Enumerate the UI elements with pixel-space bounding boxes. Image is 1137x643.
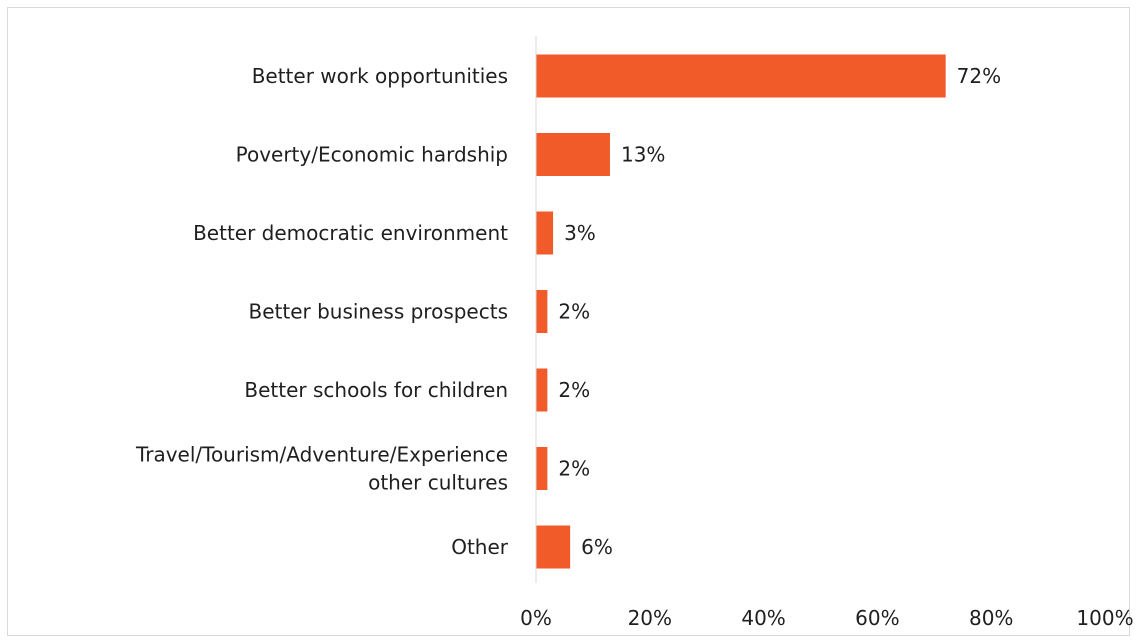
bar-5	[536, 447, 548, 490]
category-label-line: Other	[451, 535, 509, 559]
category-labels-layer: Better work opportunities Poverty/Economi…	[135, 64, 509, 559]
value-label-6: 6%	[581, 535, 613, 559]
bar-3	[536, 290, 548, 333]
category-label-4: Better schools for children	[244, 378, 508, 402]
bar-1	[536, 133, 610, 176]
bar-6	[536, 525, 571, 569]
x-tick-label-4: 80%	[969, 606, 1013, 630]
category-label-line: Better business prospects	[248, 300, 508, 324]
category-label-line: Better democratic environment	[193, 221, 508, 245]
value-label-5: 2%	[558, 457, 590, 481]
value-labels-layer: 72% 13% 3% 2% 2% 2% 6%	[558, 64, 1001, 559]
x-axis-ticks-layer: 0% 20% 40% 60% 80% 100%	[520, 606, 1133, 630]
x-tick-label-1: 20%	[628, 606, 672, 630]
category-label-2: Better democratic environment	[193, 221, 508, 245]
bar-2	[536, 211, 554, 255]
category-label-line: Better schools for children	[244, 378, 508, 402]
value-label-3: 2%	[558, 300, 590, 324]
bar-0	[536, 54, 946, 98]
value-label-0: 72%	[957, 64, 1001, 88]
category-label-line: Poverty/Economic hardship	[236, 143, 508, 167]
category-label-6: Other	[451, 535, 509, 559]
category-label-line: Travel/Tourism/Adventure/Experience	[135, 443, 508, 467]
category-label-3: Better business prospects	[248, 300, 508, 324]
x-tick-label-2: 40%	[741, 606, 785, 630]
value-label-4: 2%	[558, 378, 590, 402]
bars-layer	[536, 54, 946, 569]
value-label-2: 3%	[564, 221, 596, 245]
x-tick-label-0: 0%	[520, 606, 552, 630]
category-label-line: Better work opportunities	[252, 64, 508, 88]
category-label-0: Better work opportunities	[252, 64, 508, 88]
x-tick-label-3: 60%	[855, 606, 899, 630]
value-label-1: 13%	[621, 143, 665, 167]
x-tick-label-5: 100%	[1076, 606, 1133, 630]
category-label-1: Poverty/Economic hardship	[236, 143, 508, 167]
bar-4	[536, 368, 548, 412]
category-label-5: Travel/Tourism/Adventure/Experience other…	[135, 443, 508, 495]
category-label-line: other cultures	[368, 471, 508, 495]
